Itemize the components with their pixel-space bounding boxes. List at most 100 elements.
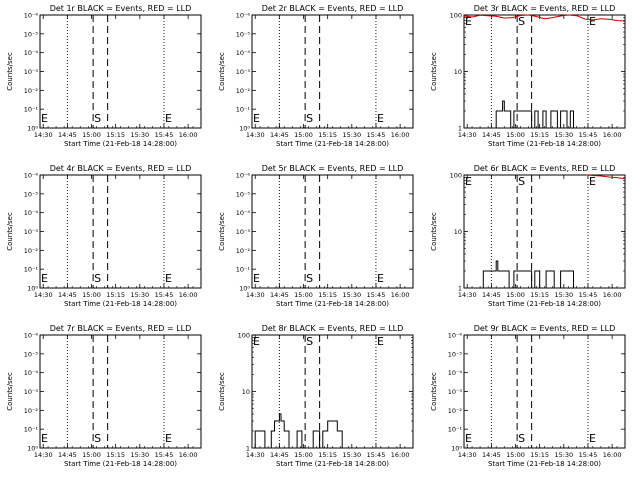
- marker-e: E: [165, 112, 172, 125]
- x-tick-label: 15:15: [318, 291, 337, 299]
- x-tick-label: 16:00: [603, 291, 622, 299]
- x-tick-label: 16:00: [391, 451, 410, 459]
- y-axis-label: Counts/sec: [218, 212, 226, 251]
- x-tick-label: 15:00: [82, 451, 101, 459]
- x-tick-label: 14:45: [270, 291, 289, 299]
- y-tick-label: 10⁻¹: [236, 106, 251, 114]
- x-tick-label: 14:30: [246, 131, 265, 139]
- y-tick-label: 10⁻⁴: [236, 209, 251, 217]
- marker-s: S: [306, 272, 313, 285]
- x-tick-label: 16:00: [179, 131, 198, 139]
- x-axis-label: Start Time (21-Feb-18 14:28:00): [488, 460, 601, 468]
- y-tick-label: 10⁻⁵: [236, 190, 251, 198]
- plot-frame: [251, 334, 414, 449]
- y-axis-label: Counts/sec: [218, 372, 226, 411]
- chart-title: Det 7r BLACK = Events, RED = LLD: [50, 324, 192, 333]
- events-series-line: [482, 260, 574, 289]
- y-tick-label: 1: [458, 285, 462, 293]
- y-tick-label: 10⁻⁶: [24, 332, 39, 340]
- x-tick-label: 15:00: [506, 131, 525, 139]
- y-tick-label: 10⁻¹: [448, 426, 463, 434]
- events-series-line: [254, 413, 343, 449]
- x-tick-label: 15:00: [506, 451, 525, 459]
- marker-e: E: [589, 15, 596, 28]
- y-tick-label: 10⁻²: [236, 87, 251, 95]
- panel-det-9: Det 9r BLACK = Events, RED = LLD 14:30 14:…: [430, 324, 626, 468]
- x-tick-label: 14:30: [458, 291, 477, 299]
- y-tick-label: 10⁻⁵: [24, 190, 39, 198]
- x-tick-label: 15:45: [155, 131, 174, 139]
- x-tick-label: 15:15: [530, 451, 549, 459]
- x-tick-label: 16:00: [603, 451, 622, 459]
- y-tick-label: 10⁻¹: [236, 266, 251, 274]
- marker-e-left: E: [253, 112, 260, 125]
- y-tick-label: 10⁰: [27, 285, 38, 293]
- panel-det-3: Det 3r BLACK = Events, RED = LLD 14:30 14:…: [430, 4, 626, 148]
- y-tick-label: 10⁻¹: [24, 266, 39, 274]
- y-tick-label: 10⁻⁴: [24, 209, 39, 217]
- x-tick-label: 15:15: [530, 131, 549, 139]
- x-tick-label: 14:30: [458, 131, 477, 139]
- y-tick-label: 10⁻⁴: [236, 49, 251, 57]
- plot-frame: [39, 334, 202, 449]
- x-tick-label: 14:45: [482, 291, 501, 299]
- y-tick-label: 10⁻³: [24, 388, 39, 396]
- marker-e: E: [589, 175, 596, 188]
- x-tick-label: 14:30: [34, 131, 53, 139]
- x-tick-label: 15:15: [106, 451, 125, 459]
- x-tick-label: 14:45: [58, 291, 77, 299]
- y-tick-label: 1: [246, 445, 250, 453]
- x-tick-label: 15:30: [342, 291, 361, 299]
- x-tick-label: 15:00: [294, 451, 313, 459]
- marker-e-left: E: [41, 112, 48, 125]
- y-tick-label: 10⁻³: [24, 68, 39, 76]
- marker-s: S: [306, 335, 313, 348]
- y-tick-label: 10⁻⁶: [24, 12, 39, 20]
- plot-frame: [251, 174, 414, 289]
- x-tick-label: 14:45: [482, 131, 501, 139]
- panel-det-5: Det 5r BLACK = Events, RED = LLD 14:30 14:…: [218, 164, 414, 308]
- marker-s: S: [518, 15, 525, 28]
- y-tick-label: 10⁻³: [24, 228, 39, 236]
- y-tick-label: 10⁻²: [236, 247, 251, 255]
- x-tick-label: 14:30: [458, 451, 477, 459]
- x-tick-label: 14:45: [270, 451, 289, 459]
- marker-e: E: [165, 272, 172, 285]
- marker-s: S: [518, 432, 525, 445]
- panel-det-6: Det 6r BLACK = Events, RED = LLD 14:30 14:…: [430, 164, 626, 308]
- y-tick-label: 10⁻²: [24, 407, 39, 415]
- x-tick-label: 14:30: [34, 291, 53, 299]
- y-axis-label: Counts/sec: [430, 372, 438, 411]
- plot-frame: [251, 14, 414, 129]
- chart-title: Det 4r BLACK = Events, RED = LLD: [50, 164, 192, 173]
- chart-title: Det 2r BLACK = Events, RED = LLD: [262, 4, 404, 13]
- x-tick-label: 15:00: [294, 291, 313, 299]
- x-tick-label: 15:15: [318, 131, 337, 139]
- x-tick-label: 15:30: [130, 451, 149, 459]
- marker-e-left: E: [253, 272, 260, 285]
- x-tick-label: 15:45: [579, 291, 598, 299]
- y-tick-label: 10: [454, 228, 462, 236]
- y-axis-label: Counts/sec: [6, 52, 14, 91]
- x-tick-label: 15:15: [318, 451, 337, 459]
- x-axis-label: Start Time (21-Feb-18 14:28:00): [488, 140, 601, 148]
- x-tick-label: 15:30: [130, 291, 149, 299]
- x-tick-label: 15:45: [367, 131, 386, 139]
- x-tick-label: 14:45: [270, 131, 289, 139]
- y-tick-label: 10⁻²: [24, 87, 39, 95]
- x-tick-label: 15:45: [579, 451, 598, 459]
- y-tick-label: 10⁻¹: [24, 426, 39, 434]
- y-tick-label: 10⁻⁴: [448, 369, 463, 377]
- x-tick-label: 15:00: [506, 291, 525, 299]
- y-tick-label: 10: [454, 68, 462, 76]
- plot-frame: [463, 334, 626, 449]
- x-tick-label: 15:30: [342, 451, 361, 459]
- y-tick-label: 1: [458, 125, 462, 133]
- lld-series-line: [586, 174, 626, 180]
- y-tick-label: 10⁻⁴: [24, 49, 39, 57]
- x-tick-label: 14:45: [482, 451, 501, 459]
- x-tick-label: 16:00: [179, 451, 198, 459]
- y-axis-label: Counts/sec: [430, 212, 438, 251]
